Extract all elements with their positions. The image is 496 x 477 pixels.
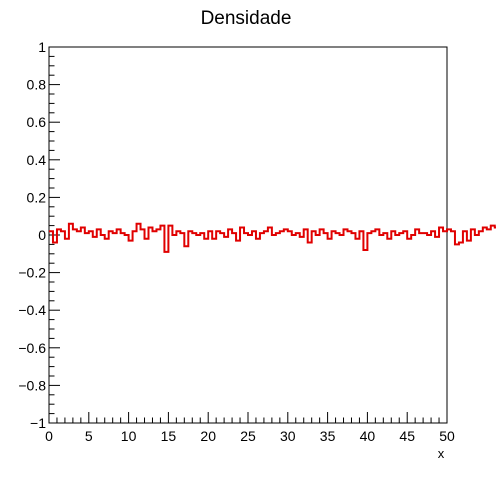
- chart-title: Densidade: [201, 8, 292, 29]
- y-tick-label: 0.6: [27, 114, 47, 130]
- x-tick-label: 45: [399, 428, 415, 444]
- y-tick-label: 0.2: [27, 189, 47, 205]
- y-tick-label: −1: [30, 415, 46, 431]
- x-axis-label: x: [438, 446, 445, 461]
- histogram-series: [49, 224, 496, 252]
- x-tick-label: 10: [121, 428, 137, 444]
- y-tick-label: 0.8: [27, 77, 47, 93]
- x-tick-label: 25: [240, 428, 256, 444]
- x-tick-label: 0: [45, 428, 53, 444]
- y-tick-label: −0.6: [18, 340, 46, 356]
- x-tick-label: 30: [280, 428, 296, 444]
- x-tick-label: 15: [161, 428, 177, 444]
- x-tick-label: 50: [439, 428, 455, 444]
- x-tick-label: 5: [85, 428, 93, 444]
- x-tick-label: 40: [360, 428, 376, 444]
- x-axis: 0 5 10 15 20 25 30 35 40 45 50: [45, 412, 455, 444]
- y-tick-label: 0: [38, 227, 46, 243]
- y-tick-label: −0.4: [18, 302, 46, 318]
- histogram-line: [49, 224, 496, 252]
- y-tick-label: −0.8: [18, 377, 46, 393]
- y-tick-label: −0.2: [18, 265, 46, 281]
- x-tick-label: 20: [200, 428, 216, 444]
- y-tick-label: 0.4: [27, 152, 47, 168]
- y-tick-label: 1: [38, 39, 46, 55]
- x-tick-label: 35: [320, 428, 336, 444]
